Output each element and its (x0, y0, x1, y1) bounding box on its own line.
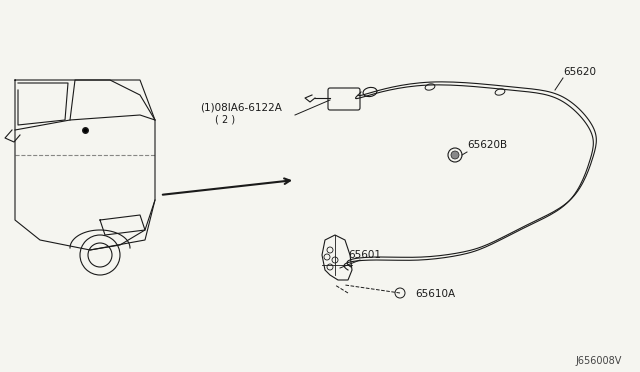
Text: (1)08IA6-6122A: (1)08IA6-6122A (200, 102, 282, 112)
Circle shape (451, 151, 459, 159)
Text: 65610A: 65610A (415, 289, 455, 299)
Text: 65620B: 65620B (467, 140, 507, 150)
Text: 65620: 65620 (563, 67, 596, 77)
Text: J656008V: J656008V (575, 356, 621, 366)
Text: 65601: 65601 (348, 250, 381, 260)
Text: ( 2 ): ( 2 ) (215, 114, 235, 124)
